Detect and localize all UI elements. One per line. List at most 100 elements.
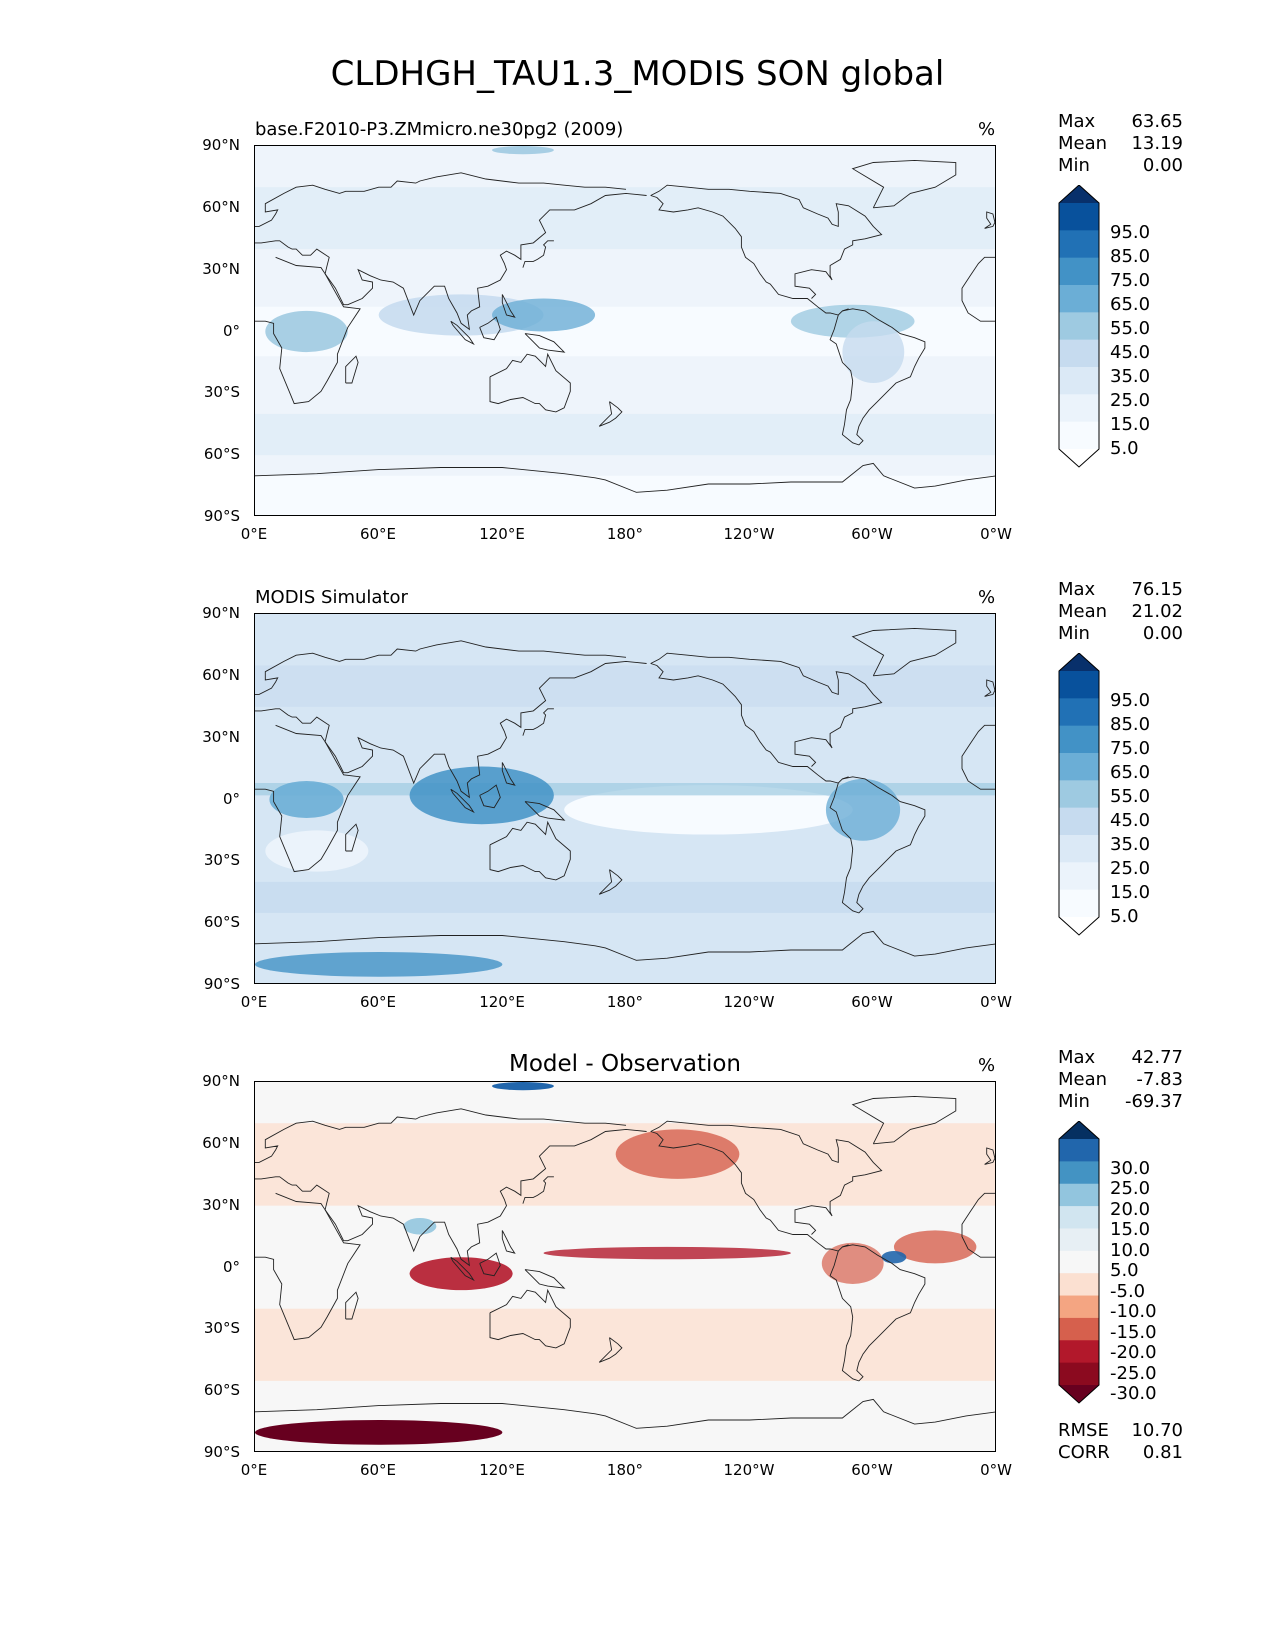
y-tick-label: 30°N: [202, 728, 240, 746]
stat-max-label: Max: [1058, 111, 1096, 132]
colorbar-segment: [1059, 230, 1099, 259]
colorbar-label: 5.0: [1110, 906, 1139, 927]
y-tick-label: 0°: [222, 1258, 240, 1276]
colorbar-segment: [1059, 367, 1099, 395]
colorbar-extend-bottom: [1059, 917, 1099, 935]
colorbar-svg: [1058, 1120, 1100, 1404]
colorbar-segment: [1059, 203, 1099, 231]
coastline: [255, 192, 647, 331]
coastline: [255, 660, 647, 799]
x-tick-label: 120°E: [479, 525, 525, 543]
y-tick-label: 60°N: [202, 666, 240, 684]
stat-mean-label: Mean: [1058, 601, 1108, 622]
x-tick-label: 60°E: [359, 1461, 397, 1479]
y-tick-label: 30°S: [203, 383, 240, 401]
colorbar-segment: [1059, 421, 1099, 450]
coastline: [984, 679, 995, 697]
coastline: [961, 1192, 995, 1258]
coastline: [851, 627, 957, 677]
units-label: %: [978, 1055, 996, 1076]
colorbar-label: 25.0: [1110, 1178, 1151, 1199]
x-tick-label: 0°E: [240, 993, 268, 1011]
x-tick-label: 60°E: [359, 525, 397, 543]
colorbar-segment: [1059, 1340, 1099, 1364]
coastline: [501, 1230, 516, 1254]
stat-min-label: Min: [1058, 155, 1090, 176]
field-blob: [409, 766, 554, 825]
colorbar-segment: [1059, 671, 1099, 699]
stat-max: 76.15: [1131, 579, 1183, 600]
colorbar-segment: [1059, 1250, 1099, 1274]
y-tick-label: 90°N: [202, 604, 240, 622]
field-blob: [265, 310, 348, 353]
colorbar-label: 15.0: [1110, 1219, 1151, 1240]
colorbar-extend-top: [1059, 185, 1099, 203]
colorbar-label: -25.0: [1110, 1363, 1157, 1384]
coastline: [501, 294, 516, 318]
colorbar-extend-top: [1059, 1121, 1099, 1139]
colorbar-segment: [1059, 835, 1099, 863]
stats-block: Max 42.77 Mean -7.83 Min -69.37: [1058, 1047, 1183, 1113]
y-tick-label: 0°: [222, 322, 240, 340]
colorbar-svg: [1058, 652, 1100, 936]
y-tick-label: 60°S: [203, 1381, 240, 1399]
stat-mean: 21.02: [1131, 601, 1183, 622]
colorbar-segment: [1059, 339, 1099, 368]
x-tick-label: 120°W: [723, 1461, 775, 1479]
colorbar-segment: [1059, 394, 1099, 423]
map-svg: [255, 1082, 995, 1451]
colorbar: [1056, 1120, 1102, 1425]
coastline: [984, 1147, 995, 1165]
metrics-block: RMSE 10.70 CORR 0.81: [1058, 1420, 1183, 1464]
y-tick-label: 60°S: [203, 913, 240, 931]
coastline: [829, 776, 926, 914]
stat-mean-label: Mean: [1058, 133, 1108, 154]
x-tick-label: 180°: [606, 1461, 644, 1479]
coastline: [479, 316, 501, 341]
colorbar-label: 65.0: [1110, 294, 1151, 315]
colorbar-label: 15.0: [1110, 882, 1151, 903]
coastline: [255, 1128, 647, 1267]
stat-max: 42.77: [1131, 1047, 1183, 1068]
coastline: [598, 869, 623, 895]
stat-max-label: Max: [1058, 1047, 1096, 1068]
y-tick-label: 30°S: [203, 1319, 240, 1337]
x-tick-label: 0°W: [980, 525, 1012, 543]
y-tick-label: 90°N: [202, 136, 240, 154]
colorbar-label: 30.0: [1110, 1158, 1151, 1179]
colorbar-label: 25.0: [1110, 858, 1151, 879]
field-blob: [842, 321, 905, 384]
y-tick-label: 30°S: [203, 851, 240, 869]
colorbar-segment: [1059, 257, 1099, 286]
coastline: [598, 401, 623, 427]
field-blob: [564, 785, 853, 835]
coastline: [829, 308, 926, 446]
y-tick-label: 30°N: [202, 1196, 240, 1214]
colorbar-segment: [1059, 1139, 1099, 1162]
coastline: [255, 930, 995, 961]
y-tick-label: 90°N: [202, 1072, 240, 1090]
colorbar-svg: [1058, 184, 1100, 468]
coastline: [650, 195, 849, 316]
x-tick-label: 120°W: [723, 525, 775, 543]
colorbar-label: 35.0: [1110, 366, 1151, 387]
coastline: [522, 240, 554, 268]
colorbar-segment: [1059, 780, 1099, 809]
colorbar-label: 55.0: [1110, 786, 1151, 807]
colorbar-segment: [1059, 807, 1099, 836]
colorbar-segment: [1059, 1362, 1099, 1386]
colorbar-segment: [1059, 862, 1099, 891]
x-tick-label: 0°W: [980, 1461, 1012, 1479]
field-blob: [492, 298, 596, 332]
field-blob: [409, 1257, 513, 1291]
colorbar-outline: [1058, 1120, 1100, 1404]
colorbar-label: -10.0: [1110, 1301, 1157, 1322]
coastline: [255, 724, 361, 873]
coastline: [255, 256, 361, 405]
colorbar-label: 10.0: [1110, 1240, 1151, 1261]
y-tick-label: 60°N: [202, 198, 240, 216]
x-tick-label: 0°E: [240, 1461, 268, 1479]
y-tick-label: 30°N: [202, 260, 240, 278]
x-tick-label: 0°W: [980, 993, 1012, 1011]
colorbar: [1056, 184, 1102, 489]
